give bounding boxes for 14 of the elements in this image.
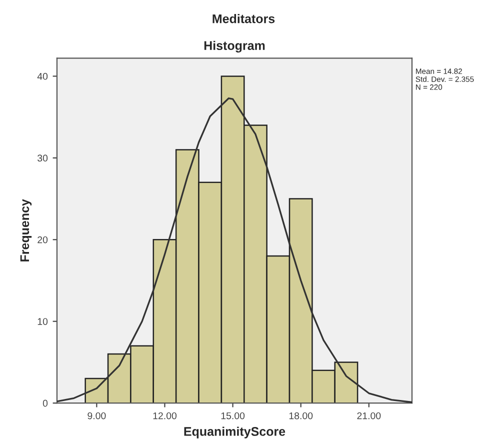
chart-subtitle: Histogram (204, 40, 265, 53)
y-tick-label: 30 (38, 154, 48, 162)
y-tick-label: 40 (37, 72, 48, 80)
y-tick-label: 20 (38, 236, 48, 244)
x-axis-title: EquanimityScore (184, 426, 286, 438)
y-tick-label: 10 (38, 318, 48, 325)
chart-title: Meditators (212, 14, 275, 24)
x-tick-label: 12.00 (153, 412, 177, 420)
x-tick-label: 15.00 (221, 412, 245, 420)
x-tick-label: 9.00 (88, 412, 106, 420)
x-tick-label: 18.00 (289, 412, 313, 420)
y-tick-label: 0 (42, 400, 48, 407)
x-tick-label: 21.00 (357, 412, 381, 420)
y-axis-title: Frequency (20, 199, 32, 262)
